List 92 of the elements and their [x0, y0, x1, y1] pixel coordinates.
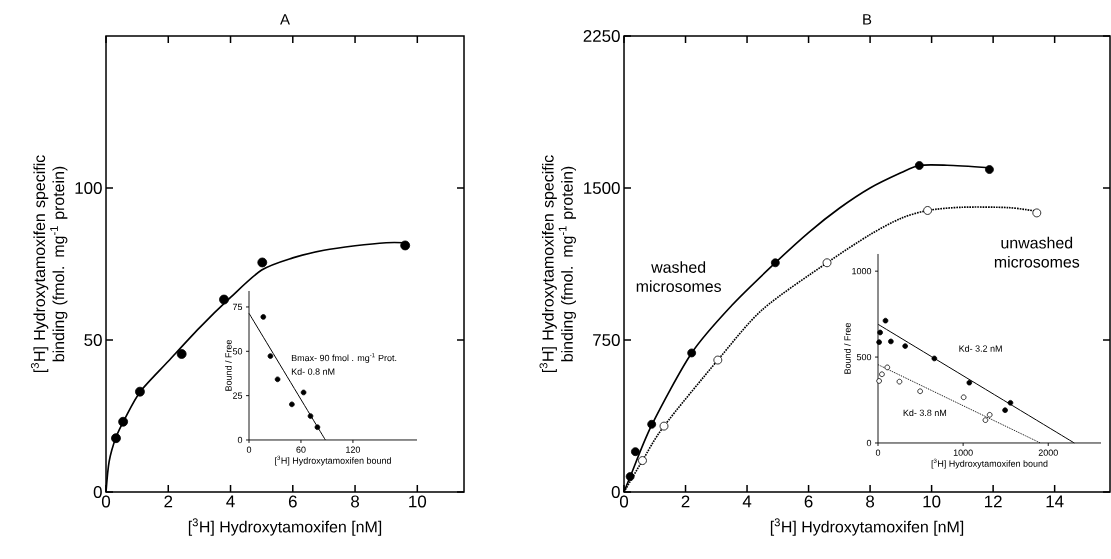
- y-tick-label: 1500: [584, 181, 620, 194]
- point: [986, 412, 993, 418]
- x-axis-title: [$^{3}$H] Hydroxytamoxifen [nM]: [770, 518, 964, 536]
- x-tick-label: 12: [985, 495, 1002, 508]
- point: [931, 355, 938, 362]
- point: [1032, 208, 1042, 218]
- point: [135, 386, 145, 397]
- chart-title: A: [280, 14, 290, 25]
- annotation: Kd- 3.8 nM: [903, 409, 947, 417]
- x-tick-label: 120: [346, 446, 361, 453]
- point: [982, 417, 989, 423]
- point: [118, 416, 129, 427]
- y-tick-label: 1000: [852, 267, 872, 275]
- point: [314, 424, 321, 431]
- y-tick-label: 50: [232, 348, 243, 355]
- x-tick-label: 8: [866, 495, 875, 508]
- x-tick-label: 14: [1046, 495, 1064, 508]
- point: [300, 389, 307, 396]
- x-tick-label: 4: [226, 495, 235, 508]
- x-tick-label: 0: [246, 446, 252, 453]
- point: [260, 314, 267, 320]
- annotation: Kd- 3.2 nM: [959, 345, 1002, 352]
- y-tick-label: 50: [84, 333, 102, 346]
- point: [902, 343, 908, 349]
- point: [625, 472, 635, 481]
- point: [884, 364, 891, 371]
- x-tick-label: 2000: [1038, 449, 1058, 456]
- point: [289, 401, 295, 408]
- x-axis-title: [$^{3}$H] Hydroxytamoxifen [nM]: [188, 518, 382, 536]
- point: [659, 421, 669, 431]
- x-tick-label: 2: [681, 495, 690, 508]
- x-tick-label: 6: [804, 495, 813, 508]
- point: [914, 161, 924, 170]
- point: [923, 206, 933, 215]
- y-tick-label: 0: [237, 436, 243, 444]
- y-tick-label: 100: [75, 181, 102, 194]
- point: [966, 379, 973, 386]
- y-tick-label: 0: [93, 485, 102, 498]
- point: [876, 339, 882, 345]
- point: [713, 355, 723, 365]
- point: [687, 348, 697, 358]
- x-tick-label: 1000: [953, 449, 973, 456]
- point: [274, 376, 281, 383]
- y-axis-title: Bound / Free: [225, 339, 232, 391]
- x-tick-label: 0: [875, 449, 881, 456]
- point: [876, 378, 882, 384]
- y-tick-label: 0: [866, 439, 872, 447]
- y-tick-label: 0: [611, 485, 620, 498]
- x-tick-label: 10: [923, 495, 941, 508]
- point: [917, 388, 923, 395]
- point: [267, 353, 274, 359]
- point: [111, 433, 121, 444]
- x-tick-label: 60: [296, 446, 306, 453]
- point: [877, 329, 883, 336]
- x-axis-title: [$^{3}$H] Hydroxytamoxifen bound: [275, 455, 391, 466]
- x-tick-label: 10: [409, 495, 427, 508]
- point: [219, 294, 229, 305]
- annotation: Bmax- 90 fmol . mg$^{-1}$ Prot.: [291, 353, 397, 363]
- point: [960, 394, 967, 401]
- point: [985, 165, 994, 174]
- x-tick-label: 4: [742, 495, 752, 508]
- x-tick-label: 0: [619, 495, 629, 508]
- point: [879, 371, 885, 378]
- y-tick-label: 500: [856, 353, 872, 361]
- annotation: Kd- 0.8 nM: [291, 368, 335, 375]
- series-label: unwashed microsomes: [994, 236, 1080, 268]
- series-label: washed microsomes: [636, 261, 722, 293]
- point: [400, 240, 411, 251]
- y-axis-title: Bound / Free: [844, 322, 851, 374]
- chart-title: B: [863, 14, 872, 25]
- y-tick-label: 25: [232, 392, 243, 399]
- point: [647, 419, 657, 429]
- point: [1007, 399, 1014, 406]
- point: [176, 349, 187, 359]
- point: [630, 447, 640, 457]
- point: [307, 413, 314, 419]
- y-tick-label: 750: [593, 333, 620, 346]
- x-tick-label: 0: [101, 495, 111, 508]
- point: [770, 258, 780, 268]
- point: [882, 317, 889, 324]
- x-axis-title: [$^{3}$H] Hydroxytamoxifen bound: [931, 458, 1048, 469]
- x-tick-label: 6: [288, 495, 297, 508]
- y-tick-label: 2250: [583, 29, 620, 42]
- point: [257, 257, 268, 268]
- point: [896, 378, 903, 385]
- x-tick-label: 2: [164, 495, 173, 508]
- point: [822, 258, 832, 268]
- point: [638, 456, 647, 465]
- point: [1002, 407, 1008, 413]
- y-tick-label: 75: [232, 303, 243, 311]
- point: [888, 338, 894, 345]
- x-tick-label: 8: [351, 495, 360, 508]
